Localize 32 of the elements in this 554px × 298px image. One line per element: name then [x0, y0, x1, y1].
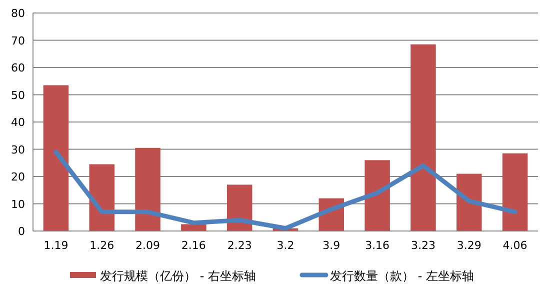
bar — [410, 44, 436, 231]
y-tick-label: 40 — [11, 116, 25, 129]
x-tick-label: 2.23 — [227, 239, 252, 252]
x-tick-label: 1.19 — [44, 239, 68, 252]
x-tick-label: 1.26 — [90, 239, 114, 252]
x-tick-label: 3.2 — [276, 239, 294, 252]
bar — [135, 148, 160, 231]
bar — [43, 85, 69, 231]
y-tick-label: 0 — [18, 225, 25, 238]
bar — [456, 174, 482, 231]
x-tick-label: 2.16 — [181, 239, 206, 252]
x-tick-label: 3.23 — [410, 239, 436, 252]
y-tick-label: 20 — [11, 170, 25, 184]
x-tick-label: 3.9 — [322, 239, 340, 252]
y-tick-label: 60 — [11, 62, 25, 74]
bar — [502, 153, 528, 231]
y-tick-label: 50 — [11, 88, 25, 102]
x-tick-label: 3.16 — [365, 239, 390, 252]
y-tick-label: 10 — [11, 198, 25, 211]
x-tick-label: 4.06 — [502, 239, 528, 252]
x-tick-label: 2.09 — [136, 239, 160, 252]
x-tick-label: 3.29 — [456, 239, 482, 252]
legend-label: 发行规模（亿份） - 右坐标轴 — [100, 269, 256, 283]
y-tick-label: 70 — [11, 34, 25, 48]
bar — [364, 160, 390, 231]
bar — [226, 184, 252, 231]
legend-label: 发行数量（款） - 左坐标轴 — [330, 269, 474, 283]
bar — [181, 224, 206, 231]
line-series — [54, 150, 518, 231]
y-tick-label: 30 — [11, 143, 25, 156]
y-tick-label: 80 — [11, 7, 25, 20]
bar — [89, 164, 114, 231]
